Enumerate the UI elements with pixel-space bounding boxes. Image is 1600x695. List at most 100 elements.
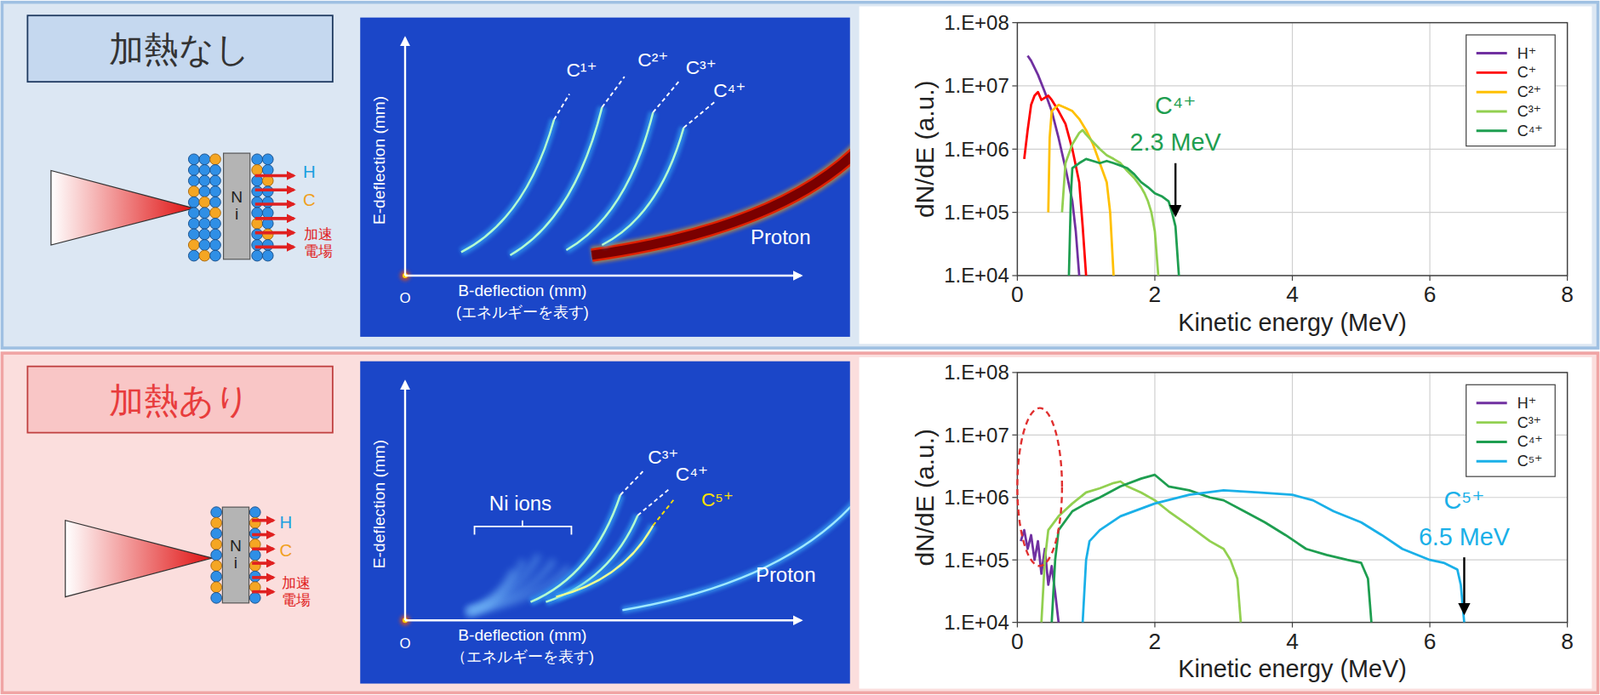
legend-swatch: [1476, 91, 1508, 94]
hydrogen-atom: [188, 165, 200, 177]
axis-label: B-deflection (mm): [457, 281, 587, 300]
series-line: [1051, 474, 1372, 623]
hydrogen-atom: [188, 250, 200, 262]
tick-mark: [1017, 275, 1018, 281]
tick-mark: [1011, 560, 1018, 561]
plot-bg: [1017, 22, 1567, 276]
trace-extension: [652, 500, 674, 526]
hydrogen-atom: [188, 154, 200, 166]
chart: 1.E+041.E+051.E+061.E+071.E+0802468Kinet…: [910, 11, 1574, 337]
hydrogen-atom: [251, 207, 263, 219]
image-bg: [360, 17, 851, 338]
hydrogen-atom: [199, 175, 211, 187]
legend-label: C²⁺: [1517, 83, 1542, 101]
hydrogen-atom: [188, 196, 200, 208]
ion-trace: [601, 127, 684, 246]
tick-mark: [1566, 275, 1568, 281]
trace-extension: [554, 94, 570, 120]
grid-line: [1428, 372, 1430, 623]
legend-swatch: [1476, 460, 1508, 463]
tick-mark: [1291, 275, 1293, 281]
field-arrow: [251, 533, 274, 538]
carbon-atom: [188, 240, 200, 252]
hydrogen-atom: [249, 592, 261, 604]
axis-arrow: [404, 38, 406, 276]
hydrogen-atom: [188, 207, 200, 219]
origin-label: O: [399, 635, 411, 652]
legend-swatch: [1476, 401, 1508, 405]
tick-label: 8: [1560, 281, 1574, 308]
tick-mark: [1011, 274, 1018, 276]
atom-label: H: [280, 513, 293, 532]
field-arrow: [255, 202, 295, 206]
trace-extension: [620, 471, 643, 496]
carbon-atom: [211, 560, 223, 572]
hydrogen-atom: [251, 240, 263, 252]
trace-label: C¹⁺: [565, 58, 597, 81]
hydrogen-atom: [211, 507, 223, 519]
hydrogen-atom: [199, 154, 211, 166]
proton-label: Proton: [755, 563, 817, 587]
tick-label: 2: [1148, 628, 1162, 655]
laser: [51, 170, 195, 246]
tick-label: 1.E+08: [943, 360, 1010, 384]
chart: 1.E+041.E+051.E+061.E+071.E+0802468Kinet…: [910, 360, 1574, 683]
carbon-atom: [211, 539, 223, 551]
axis-arrow: [405, 274, 801, 277]
tick-label: 4: [1285, 628, 1299, 655]
field-line: 加速: [303, 226, 333, 243]
ion-trace: [555, 525, 653, 598]
chart-bg: [859, 357, 1593, 690]
tick-mark: [1011, 85, 1018, 86]
metal-label: Ni: [229, 537, 242, 572]
field-arrow: [251, 547, 274, 551]
tick-mark: [1011, 371, 1018, 373]
tick-label: 4: [1285, 281, 1299, 308]
axis-sublabel: (エネルギーを表す): [456, 303, 589, 321]
trace-label: C⁴⁺: [713, 79, 746, 102]
trace-extension: [601, 76, 624, 108]
hydrogen-atom: [262, 207, 274, 219]
hydrogen-atom: [188, 217, 200, 229]
tick-mark: [1154, 275, 1155, 281]
tick-mark: [1566, 622, 1568, 629]
carbon-atom: [210, 207, 222, 219]
field-arrow: [255, 188, 295, 192]
legend-label: C⁴⁺: [1517, 433, 1543, 451]
legend-box: [1466, 384, 1556, 477]
grid-line: [1291, 22, 1293, 276]
bracket: [474, 520, 572, 536]
tick-label: 8: [1560, 628, 1574, 655]
legend-swatch: [1476, 421, 1508, 424]
tick-mark: [1428, 275, 1430, 281]
annotation-arrow: [1462, 557, 1465, 614]
axis-label: E-deflection (mm): [370, 96, 389, 225]
axis-title: dN/dE (a.u.): [910, 428, 939, 567]
tick-label: 1.E+06: [943, 485, 1010, 509]
ion-trace: [555, 525, 653, 598]
panel: 加熱なしNiHC加速電場OB-deflection (mm)(エネルギーを表す)…: [1, 2, 1598, 349]
annotation-label: C⁵⁺: [1444, 486, 1486, 515]
carbon-atom: [211, 517, 223, 529]
axis-label: B-deflection (mm): [457, 626, 587, 645]
field-arrow: [251, 590, 274, 595]
panel-bg: [1, 353, 1598, 693]
hydrogen-atom: [211, 549, 223, 561]
plot-bg: [1017, 372, 1567, 623]
hydrogen-atom: [211, 571, 223, 583]
ni-ion-trace: [467, 570, 514, 612]
legend: H⁺C³⁺C⁴⁺C⁵⁺: [1466, 384, 1556, 477]
tick-mark: [1011, 434, 1018, 436]
group-label: Ni ions: [489, 491, 552, 515]
hydrogen-atom: [210, 175, 222, 187]
ion-trace: [601, 127, 684, 246]
proton-trace: [591, 148, 850, 256]
header: 加熱なし: [108, 29, 251, 69]
tick-mark: [1011, 622, 1018, 623]
metal-char: N: [230, 188, 243, 206]
tick-label: 1.E+08: [943, 11, 1010, 35]
ni-slab: [223, 153, 251, 260]
hydrogen-atom: [262, 154, 274, 166]
field-arrow: [251, 519, 274, 523]
legend-swatch: [1476, 440, 1508, 444]
